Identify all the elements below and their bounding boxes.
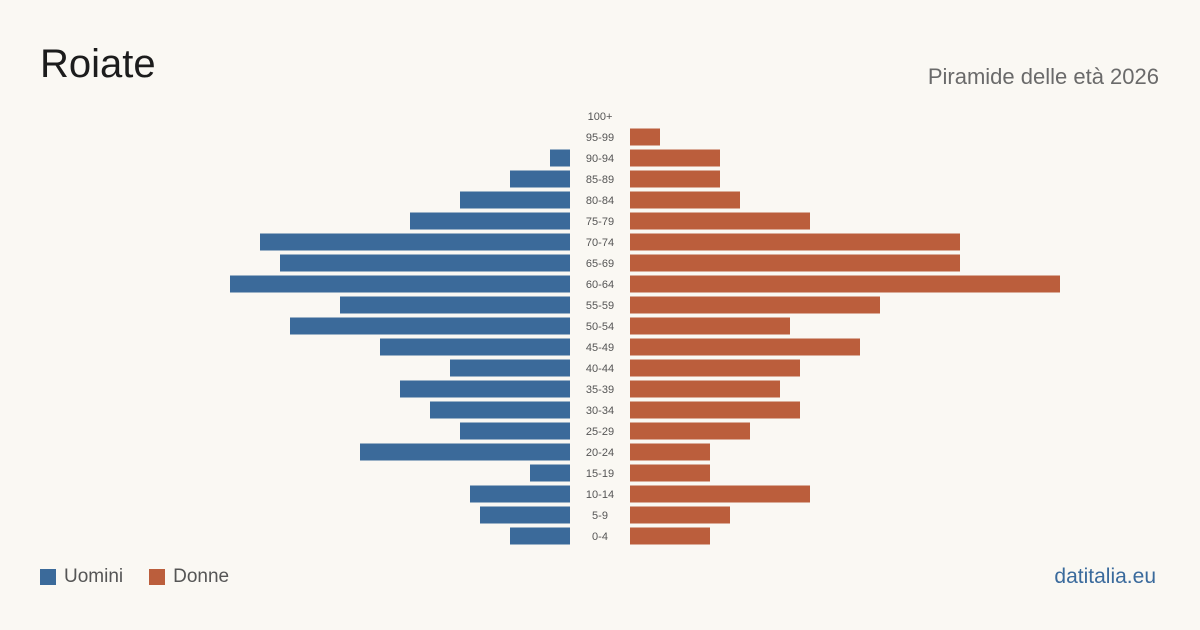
age-label-65-69: 65-69 — [586, 258, 614, 270]
legend-item-uomini: Uomini — [40, 566, 123, 588]
bar-uomini-75-79 — [410, 212, 570, 230]
age-label-50-54: 50-54 — [586, 321, 614, 333]
age-label-30-34: 30-34 — [586, 405, 614, 417]
bar-donne-95-99 — [630, 128, 660, 146]
bar-donne-25-29 — [630, 422, 750, 440]
bar-donne-15-19 — [630, 464, 710, 482]
age-label-100plus: 100+ — [588, 111, 613, 123]
bar-donne-80-84 — [630, 191, 740, 209]
bar-uomini-45-49 — [380, 338, 570, 356]
age-label-15-19: 15-19 — [586, 468, 614, 480]
age-label-35-39: 35-39 — [586, 384, 614, 396]
age-label-20-24: 20-24 — [586, 447, 614, 459]
bar-donne-55-59 — [630, 296, 880, 314]
bar-uomini-60-64 — [230, 275, 570, 293]
bar-uomini-30-34 — [430, 401, 570, 419]
age-label-70-74: 70-74 — [586, 237, 614, 249]
bar-uomini-10-14 — [470, 485, 570, 503]
bar-donne-35-39 — [630, 380, 780, 398]
bar-donne-45-49 — [630, 338, 860, 356]
chart-subtitle: Piramide delle età 2026 — [927, 64, 1159, 89]
bar-uomini-40-44 — [450, 359, 570, 377]
legend-label-donne: Donne — [173, 566, 230, 587]
age-label-25-29: 25-29 — [586, 426, 614, 438]
age-label-40-44: 40-44 — [586, 363, 614, 375]
legend-swatch-uomini — [40, 569, 56, 585]
bar-donne-20-24 — [630, 443, 710, 461]
age-label-95-99: 95-99 — [586, 132, 614, 144]
bar-donne-40-44 — [630, 359, 800, 377]
legend-swatch-donne — [149, 569, 166, 585]
bar-uomini-5-9 — [480, 506, 570, 524]
legend-label-uomini: Uomini — [64, 566, 124, 587]
bar-uomini-35-39 — [400, 380, 570, 398]
age-label-0-4: 0-4 — [592, 531, 608, 543]
bar-uomini-70-74 — [260, 233, 570, 251]
bar-uomini-25-29 — [460, 422, 570, 440]
bar-donne-60-64 — [630, 275, 1060, 293]
bar-donne-70-74 — [630, 233, 960, 251]
age-label-60-64: 60-64 — [586, 279, 614, 291]
bar-uomini-65-69 — [280, 254, 570, 272]
bar-donne-0-4 — [630, 527, 710, 545]
bar-donne-5-9 — [630, 506, 730, 524]
age-label-90-94: 90-94 — [586, 153, 614, 165]
age-label-75-79: 75-79 — [586, 216, 614, 228]
bar-donne-30-34 — [630, 401, 800, 419]
bar-uomini-90-94 — [550, 149, 570, 167]
bar-uomini-15-19 — [530, 464, 570, 482]
bar-uomini-20-24 — [360, 443, 570, 461]
bar-donne-85-89 — [630, 170, 720, 188]
bar-uomini-55-59 — [340, 296, 570, 314]
bar-uomini-85-89 — [510, 170, 570, 188]
bar-donne-65-69 — [630, 254, 960, 272]
page-title: Roiate — [40, 42, 156, 86]
bar-donne-75-79 — [630, 212, 810, 230]
legend-item-donne: Donne — [149, 566, 229, 588]
bar-uomini-0-4 — [510, 527, 570, 545]
bar-donne-90-94 — [630, 149, 720, 167]
age-label-5-9: 5-9 — [592, 510, 608, 522]
bar-uomini-50-54 — [290, 317, 570, 335]
bar-donne-10-14 — [630, 485, 810, 503]
age-label-85-89: 85-89 — [586, 174, 614, 186]
age-label-80-84: 80-84 — [586, 195, 614, 207]
age-label-55-59: 55-59 — [586, 300, 614, 312]
age-label-10-14: 10-14 — [586, 489, 614, 501]
chart-legend: Uomini Donne — [40, 566, 255, 588]
age-label-45-49: 45-49 — [586, 342, 614, 354]
brand-link[interactable]: datitalia.eu — [1054, 565, 1156, 588]
bar-uomini-80-84 — [460, 191, 570, 209]
bar-donne-50-54 — [630, 317, 790, 335]
